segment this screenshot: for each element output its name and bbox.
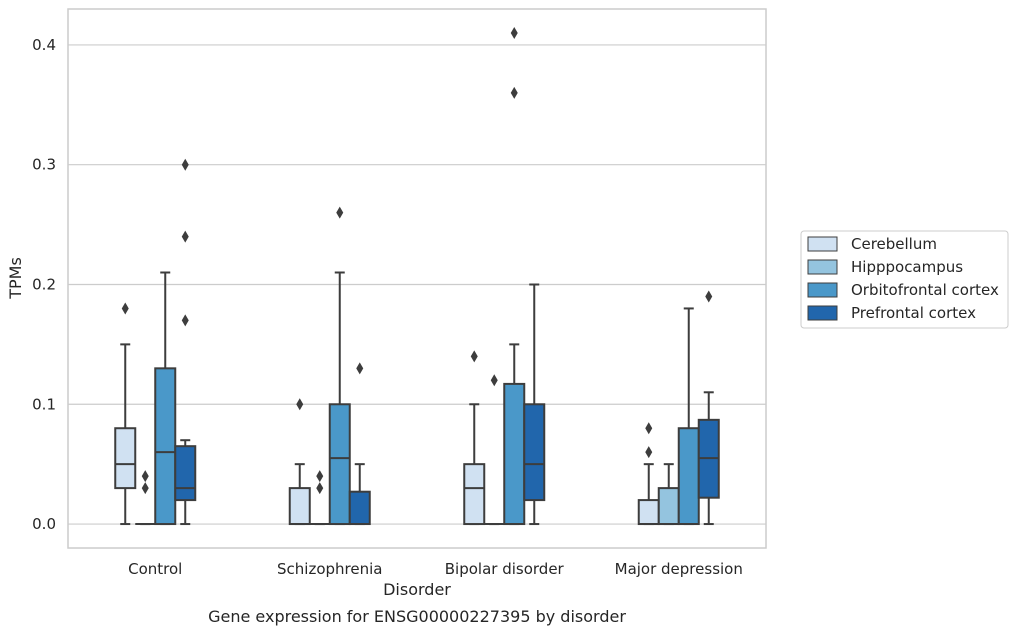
legend-swatch bbox=[807, 236, 838, 252]
outlier-marker bbox=[121, 302, 129, 315]
box bbox=[288, 487, 311, 526]
box bbox=[328, 403, 351, 526]
outlier-marker bbox=[141, 470, 149, 483]
legend-label: Orbitofrontal cortex bbox=[851, 281, 999, 299]
outlier-marker bbox=[181, 314, 189, 327]
legend-swatch bbox=[807, 305, 838, 321]
box bbox=[348, 490, 371, 526]
outlier-marker bbox=[141, 482, 149, 495]
outlier-marker bbox=[316, 470, 324, 483]
y-axis-title: TPMs bbox=[6, 257, 25, 300]
legend-swatch bbox=[807, 282, 838, 298]
box bbox=[677, 427, 700, 526]
outlier-marker bbox=[470, 350, 478, 363]
y-tick-label: 0.4 bbox=[32, 36, 56, 54]
outlier-marker bbox=[645, 446, 653, 459]
x-tick-label: Control bbox=[128, 560, 182, 578]
box-group bbox=[348, 362, 371, 526]
x-tick-label: Bipolar disorder bbox=[445, 560, 565, 578]
box-group bbox=[135, 470, 156, 526]
x-tick-label: Major depression bbox=[615, 560, 743, 578]
box bbox=[463, 463, 486, 526]
y-tick-labels: 0.0 0.1 0.2 0.3 0.4 bbox=[32, 36, 56, 533]
legend-label: Prefrontal cortex bbox=[851, 304, 976, 322]
chart-title: Gene expression for ENSG00000227395 by d… bbox=[208, 607, 626, 626]
y-tick-label: 0.2 bbox=[32, 275, 56, 293]
outlier-marker bbox=[510, 26, 518, 39]
box-group bbox=[309, 470, 330, 526]
box bbox=[154, 367, 177, 526]
box bbox=[174, 445, 197, 502]
outlier-marker bbox=[181, 158, 189, 171]
x-tick-label: Schizophrenia bbox=[277, 560, 382, 578]
legend-label: Cerebellum bbox=[851, 235, 937, 253]
box-group bbox=[328, 206, 351, 526]
outlier-marker bbox=[645, 422, 653, 435]
outlier-marker bbox=[316, 482, 324, 495]
box bbox=[657, 487, 680, 526]
box-group bbox=[484, 374, 505, 526]
box bbox=[523, 403, 546, 502]
box-group bbox=[463, 350, 486, 526]
outlier-marker bbox=[490, 374, 498, 387]
boxes bbox=[114, 26, 720, 526]
x-tick-labels: Control Schizophrenia Bipolar disorder Majo… bbox=[128, 560, 743, 578]
outlier-marker bbox=[356, 362, 364, 375]
outlier-marker bbox=[510, 86, 518, 99]
box bbox=[503, 382, 526, 526]
outlier-marker bbox=[296, 398, 304, 411]
legend-swatch bbox=[807, 259, 838, 275]
legend-label: Hipppocampus bbox=[851, 258, 963, 276]
box-group bbox=[174, 158, 197, 526]
box-group bbox=[697, 290, 720, 526]
y-tick-label: 0.1 bbox=[32, 395, 56, 413]
box-group bbox=[114, 302, 137, 526]
outlier-marker bbox=[705, 290, 713, 303]
x-axis-title: Disorder bbox=[383, 580, 451, 599]
box-group bbox=[637, 422, 660, 526]
legend: Cerebellum Hipppocampus Orbitofrontal cort… bbox=[800, 230, 1009, 329]
box bbox=[114, 427, 137, 490]
legend-frame bbox=[800, 230, 1009, 329]
box-group bbox=[288, 398, 311, 526]
y-tick-label: 0.0 bbox=[32, 515, 56, 533]
y-tick-label: 0.3 bbox=[32, 156, 56, 174]
box bbox=[637, 499, 660, 526]
outlier-marker bbox=[181, 230, 189, 243]
outlier-marker bbox=[336, 206, 344, 219]
box-group bbox=[523, 283, 546, 526]
